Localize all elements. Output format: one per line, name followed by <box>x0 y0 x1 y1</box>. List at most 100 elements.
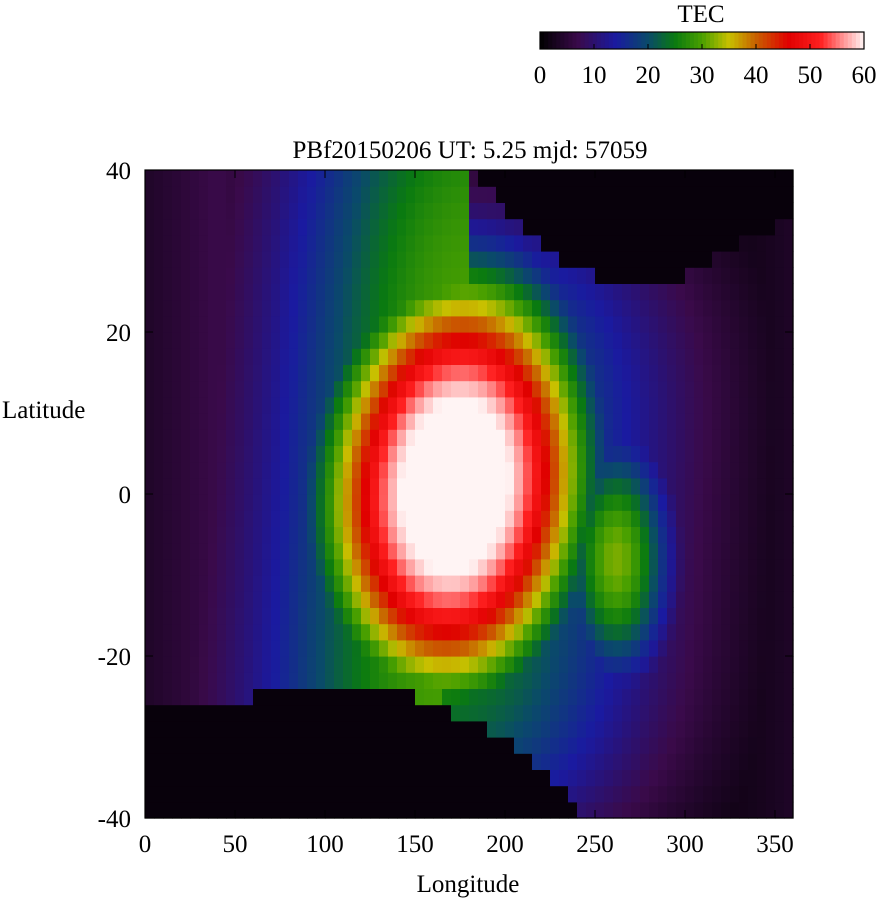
heatmap-cell <box>307 753 317 770</box>
heatmap-cell <box>253 801 263 819</box>
heatmap-cell <box>433 299 443 317</box>
heatmap-cell <box>523 251 533 268</box>
heatmap-cell <box>244 785 254 803</box>
heatmap-cell <box>208 477 218 495</box>
heatmap-cell <box>244 234 254 252</box>
heatmap-cell <box>568 186 578 203</box>
heatmap-cell <box>622 396 632 414</box>
heatmap-cell <box>685 769 695 787</box>
heatmap-cell <box>253 591 263 608</box>
heatmap-cell <box>784 283 794 301</box>
heatmap-cell <box>595 656 605 673</box>
heatmap-cell <box>172 623 182 641</box>
heatmap-cell <box>649 720 659 738</box>
colorbar-cell <box>762 32 768 49</box>
heatmap-cell <box>640 607 650 625</box>
heatmap-cell <box>298 315 308 333</box>
heatmap-cell <box>190 526 200 544</box>
heatmap-cell <box>289 526 299 544</box>
heatmap-cell <box>181 704 191 722</box>
heatmap-cell <box>766 737 776 754</box>
heatmap-cell <box>721 672 731 689</box>
heatmap-cell <box>514 639 524 657</box>
heatmap-cell <box>442 639 452 657</box>
heatmap-cell <box>343 445 353 463</box>
heatmap-cell <box>703 753 713 770</box>
heatmap-cell <box>721 510 731 527</box>
heatmap-cell <box>775 542 785 560</box>
heatmap-cell <box>532 413 542 430</box>
heatmap-cell <box>676 607 686 625</box>
colorbar-cell <box>722 32 727 49</box>
heatmap-cell <box>451 413 461 430</box>
heatmap-cell <box>496 607 506 625</box>
heatmap-cell <box>775 477 785 495</box>
heatmap-cell <box>604 170 614 187</box>
heatmap-cell <box>721 607 731 625</box>
heatmap-cell <box>631 542 641 560</box>
heatmap-cell <box>280 251 290 268</box>
heatmap-cell <box>505 234 515 252</box>
heatmap-cell <box>343 526 353 544</box>
heatmap-cell <box>172 737 182 754</box>
heatmap-cell <box>505 445 515 463</box>
heatmap-cell <box>595 202 605 220</box>
heatmap-cell <box>469 607 479 625</box>
heatmap-cell <box>703 477 713 495</box>
heatmap-cell <box>163 607 173 625</box>
heatmap-cell <box>721 202 731 220</box>
heatmap-cell <box>577 218 587 236</box>
heatmap-cell <box>748 429 758 446</box>
heatmap-cell <box>172 299 182 317</box>
heatmap-cell <box>361 656 371 673</box>
heatmap-cell <box>478 170 488 187</box>
heatmap-cell <box>613 639 623 657</box>
heatmap-cell <box>514 720 524 738</box>
heatmap-cell <box>298 218 308 236</box>
heatmap-cell <box>442 672 452 689</box>
heatmap-cell <box>694 704 704 722</box>
heatmap-cell <box>505 429 515 446</box>
heatmap-cell <box>640 494 650 511</box>
heatmap-cell <box>352 672 362 689</box>
heatmap-cell <box>424 720 434 738</box>
heatmap-cell <box>424 299 434 317</box>
heatmap-cell <box>307 510 317 527</box>
heatmap-cell <box>424 575 434 592</box>
heatmap-cell <box>703 315 713 333</box>
heatmap-cell <box>199 623 209 641</box>
heatmap-cell <box>568 639 578 657</box>
heatmap-cell <box>289 251 299 268</box>
heatmap-cell <box>334 607 344 625</box>
heatmap-cell <box>190 494 200 511</box>
heatmap-cell <box>505 186 515 203</box>
heatmap-cell <box>568 575 578 592</box>
heatmap-cell <box>712 688 722 706</box>
heatmap-cell <box>289 542 299 560</box>
heatmap-cell <box>523 801 533 819</box>
heatmap-cell <box>352 785 362 803</box>
heatmap-cell <box>262 607 272 625</box>
heatmap-cell <box>262 639 272 657</box>
heatmap-cell <box>469 299 479 317</box>
heatmap-cell <box>586 526 596 544</box>
heatmap-cell <box>451 332 461 349</box>
heatmap-cell <box>199 801 209 819</box>
heatmap-cell <box>163 348 173 365</box>
heatmap-cell <box>523 591 533 608</box>
heatmap-cell <box>271 315 281 333</box>
heatmap-cell <box>415 785 425 803</box>
heatmap-cell <box>739 672 749 689</box>
heatmap-cell <box>154 591 164 608</box>
heatmap-cell <box>280 315 290 333</box>
heatmap-cell <box>649 170 659 187</box>
heatmap-cell <box>478 607 488 625</box>
heatmap-cell <box>613 526 623 544</box>
heatmap-cell <box>469 591 479 608</box>
heatmap-cell <box>334 299 344 317</box>
heatmap-cell <box>316 170 326 187</box>
heatmap-cell <box>316 202 326 220</box>
heatmap-cell <box>640 575 650 592</box>
colorbar-cell <box>859 32 865 49</box>
heatmap-cell <box>271 380 281 398</box>
